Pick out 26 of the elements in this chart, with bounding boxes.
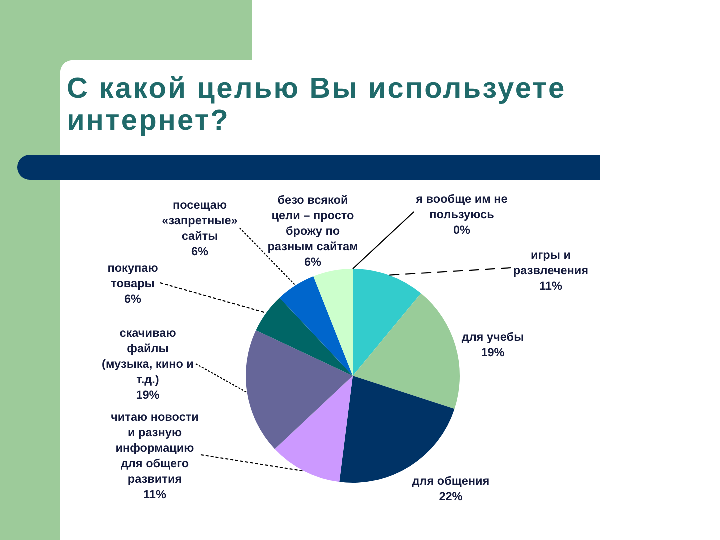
slice-label: для общения xyxy=(412,474,490,488)
chart-title: С какой целью Вы используете интернет? xyxy=(67,73,566,137)
pie-slice xyxy=(256,298,353,376)
slice-label: скачиваю файлы (музыка, кино и т.д.) xyxy=(102,326,194,386)
slice-label: игры и развлечения xyxy=(513,248,589,278)
slice-label: читаю новости и разную информацию для общего развития xyxy=(111,410,199,486)
data-label: 6% xyxy=(124,292,142,306)
text: 0% xyxy=(453,223,471,237)
data-label: 11% xyxy=(144,488,167,502)
slice-label: посещаю «запретные» сайты xyxy=(162,198,238,243)
slice-label: покупаю товары xyxy=(108,261,158,290)
category-label: я вообще им не пользуюсь xyxy=(416,192,508,222)
data-label: 6% xyxy=(304,255,322,269)
pie-slice xyxy=(280,276,353,376)
pie-slice xyxy=(353,294,460,410)
data-label: 19% xyxy=(136,388,160,402)
pie-slice xyxy=(353,269,422,376)
data-label: 19% xyxy=(481,346,506,360)
data-label: 22% xyxy=(439,490,464,504)
data-label: 6% xyxy=(191,244,210,258)
pie-slice xyxy=(246,330,353,450)
data-label: 11% xyxy=(540,279,563,293)
pie-slice xyxy=(275,376,353,482)
slice-label: для учебы xyxy=(462,330,524,344)
slice-label: безо всякой цели – просто брожу по разным сайтам xyxy=(268,193,358,254)
pie-slice xyxy=(314,269,353,376)
